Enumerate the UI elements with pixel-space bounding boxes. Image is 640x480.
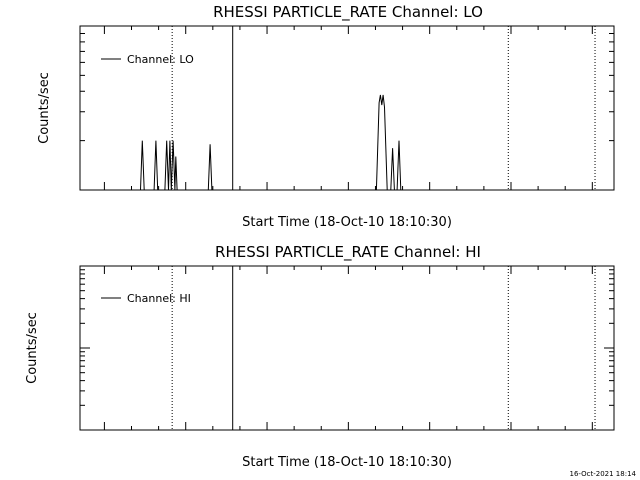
- plot-frame: [79, 265, 615, 431]
- y-axis-label: Counts/sec: [25, 312, 40, 384]
- y-axis-ticks: [80, 25, 614, 191]
- chart-panel-lo: RHESSI PARTICLE_RATE Channel: LO Channel…: [37, 3, 615, 230]
- y-axis-label: Counts/sec: [37, 72, 52, 144]
- legend-label: Channel: HI: [127, 292, 191, 305]
- timestamp: 16-Oct-2021 18:14: [570, 470, 637, 478]
- chart-title: RHESSI PARTICLE_RATE Channel: HI: [215, 243, 481, 262]
- x-axis-ticks: [103, 26, 593, 190]
- legend: Channel: LO: [101, 53, 194, 66]
- y-axis-ticks: [80, 265, 614, 431]
- x-axis-ticks: [103, 266, 593, 430]
- series-group: [80, 94, 614, 191]
- plot-frame: [79, 25, 615, 191]
- legend: Channel: HI: [101, 292, 191, 305]
- legend-label: Channel: LO: [127, 53, 194, 66]
- series-line-0: [80, 94, 614, 191]
- event-markers: [171, 26, 596, 190]
- event-markers: [171, 266, 596, 430]
- chart-title: RHESSI PARTICLE_RATE Channel: LO: [213, 3, 483, 22]
- x-axis-label: Start Time (18-Oct-10 18:10:30): [242, 215, 452, 230]
- x-axis-label: Start Time (18-Oct-10 18:10:30): [242, 455, 452, 470]
- chart-panel-hi: RHESSI PARTICLE_RATE Channel: HI Channel…: [25, 243, 615, 470]
